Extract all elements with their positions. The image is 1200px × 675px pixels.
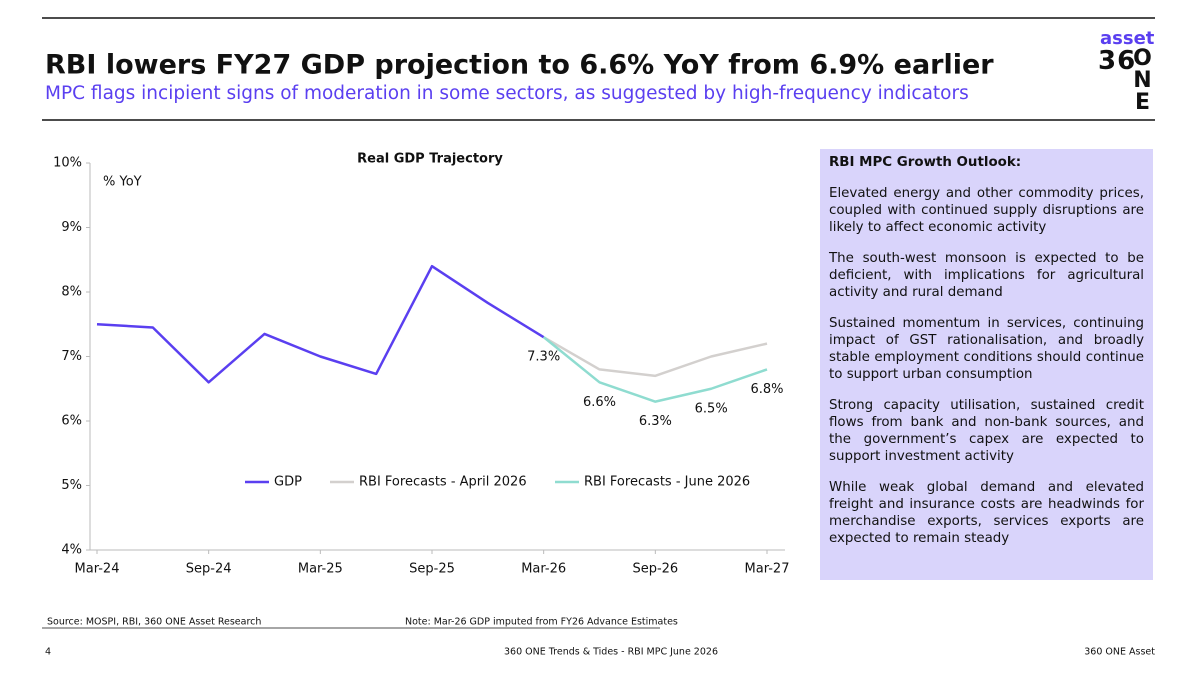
y-tick-label: 10% <box>53 156 82 171</box>
y-tick-label: 8% <box>61 285 82 300</box>
data-label: 6.5% <box>695 401 728 416</box>
panel-paragraph: While weak global demand and elevated fr… <box>829 480 1144 546</box>
y-axis-label: % YoY <box>103 175 142 190</box>
outlook-panel: RBI MPC Growth Outlook: Elevated energy … <box>820 149 1153 580</box>
y-tick-label: 7% <box>61 349 82 364</box>
note: Note: Mar-26 GDP imputed from FY26 Advan… <box>405 617 678 628</box>
panel-paragraph: The south-west monsoon is expected to be… <box>829 251 1144 300</box>
data-label: 6.6% <box>583 395 616 410</box>
legend-label: RBI Forecasts - June 2026 <box>584 475 750 490</box>
y-tick-label: 5% <box>61 478 82 493</box>
x-tick-label: Sep-26 <box>632 562 678 577</box>
logo-text: ONE <box>1130 46 1155 112</box>
data-label: 6.8% <box>750 382 783 397</box>
y-tick-label: 9% <box>61 220 82 235</box>
series-line <box>542 336 768 403</box>
x-tick-label: Sep-25 <box>409 562 455 577</box>
legend-label: GDP <box>274 475 302 490</box>
data-label: 6.3% <box>639 414 672 429</box>
y-tick-label: 6% <box>61 414 82 429</box>
panel-paragraph: Elevated energy and other commodity pric… <box>829 186 1144 235</box>
data-label: 7.3% <box>527 350 560 365</box>
footer-center: 360 ONE Trends & Tides - RBI MPC June 20… <box>504 647 718 658</box>
series-line <box>543 336 768 378</box>
x-tick-label: Mar-26 <box>521 562 566 577</box>
chart-title: Real GDP Trajectory <box>357 152 503 167</box>
panel-paragraph: Sustained momentum in services, continui… <box>829 316 1144 382</box>
footer-right: 360 ONE Asset <box>1084 647 1155 658</box>
x-tick-label: Mar-27 <box>745 562 790 577</box>
slide-subtitle: MPC flags incipient signs of moderation … <box>45 83 969 104</box>
x-tick-label: Mar-24 <box>75 562 120 577</box>
logo-text: 36 <box>1098 46 1137 76</box>
logo-text: asset <box>1100 28 1155 49</box>
slide-title: RBI lowers FY27 GDP projection to 6.6% Y… <box>45 50 994 81</box>
source: Source: MOSPI, RBI, 360 ONE Asset Resear… <box>47 617 261 628</box>
legend-label: RBI Forecasts - April 2026 <box>359 475 527 490</box>
x-tick-label: Sep-24 <box>186 562 232 577</box>
y-tick-label: 4% <box>61 543 82 558</box>
series-line <box>96 264 545 384</box>
panel-paragraph: Strong capacity utilisation, sustained c… <box>829 398 1144 464</box>
page-number: 4 <box>45 647 51 658</box>
panel-heading: RBI MPC Growth Outlook: <box>829 155 1022 170</box>
x-tick-label: Mar-25 <box>298 562 343 577</box>
